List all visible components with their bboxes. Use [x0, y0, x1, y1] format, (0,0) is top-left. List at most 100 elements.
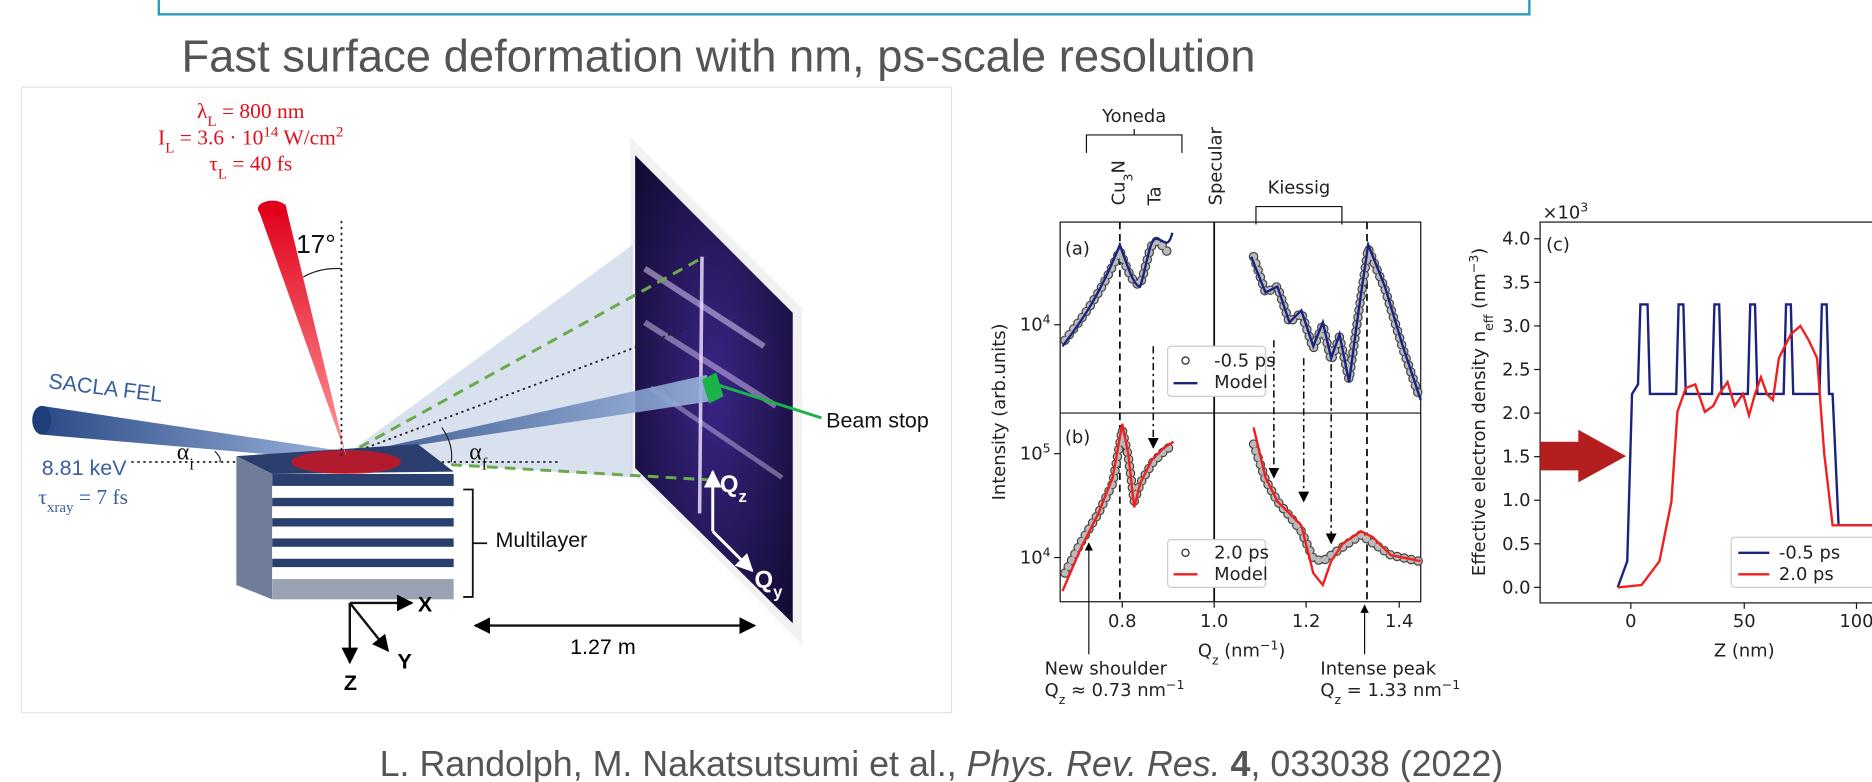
y-tick-label: 1.0 [1502, 490, 1530, 511]
annotation-formula: Qz ≈ 0.73 nm−1 [1045, 677, 1185, 707]
panel-label: (b) [1065, 427, 1090, 448]
y-tick-label: 1.5 [1502, 447, 1530, 468]
laser-source [258, 201, 287, 218]
text-part: (nm [1219, 641, 1260, 662]
text-part: −3 [1466, 255, 1481, 273]
legend-label: -0.5 ps [1214, 351, 1275, 372]
text-part: ×10 [1542, 202, 1580, 223]
annotation-formula: Qz = 1.33 nm−1 [1320, 677, 1460, 707]
layer [272, 474, 453, 486]
text-part: ) [1278, 641, 1285, 662]
x-tick-label: 1.4 [1385, 611, 1413, 632]
x-tick-label: 1.2 [1292, 611, 1320, 632]
text-part: I [158, 125, 165, 149]
title-box [159, 0, 1530, 14]
panel-label: (c) [1546, 235, 1570, 256]
text-part: 2 [336, 124, 344, 140]
axis-x-label: X [418, 592, 433, 616]
ta-label: Ta [1144, 186, 1165, 206]
y-tick-label: 0.0 [1502, 577, 1530, 598]
text-part: N [1109, 160, 1130, 173]
reflectivity-plot: Yoneda Cu3N Ta Specular Kiessig (a) (b) … [989, 106, 1460, 707]
text-part: i [189, 454, 194, 473]
panel-label: (a) [1065, 238, 1090, 259]
text-part: n [1469, 331, 1490, 342]
y-tick-label: 3.0 [1502, 316, 1530, 337]
y-tick-label: 2.0 [1502, 403, 1530, 424]
text-part: α [469, 440, 482, 466]
x-axis-label: Z (nm) [1714, 641, 1775, 662]
legend-label: -0.5 ps [1779, 543, 1840, 564]
page: Fast surface deformation with nm, ps-sca… [0, 0, 1872, 782]
y-axis-label: Effective electron density neff (nm−3) [1466, 248, 1496, 576]
text-part: Q [720, 471, 739, 498]
text-part: = 1.33 nm [1341, 680, 1442, 701]
text-part: τ [209, 152, 218, 176]
text-part: λ [197, 99, 208, 123]
y-tick-label: 104 [1020, 544, 1051, 569]
layer [272, 498, 453, 506]
text-part: 5 [1043, 440, 1051, 455]
axis-z-label: Z [344, 671, 357, 695]
slide: Fast surface deformation with nm, ps-sca… [0, 0, 1872, 782]
text-part: f [482, 454, 488, 473]
text-part: α [177, 440, 190, 466]
yoneda-bracket [1086, 129, 1182, 153]
angle-label: 17° [296, 229, 336, 259]
layer [272, 559, 453, 567]
x-axis-label: Qz (nm−1) [1198, 637, 1286, 667]
layer [272, 518, 453, 526]
text-part: xray [47, 500, 74, 516]
kiessig-label: Kiessig [1268, 177, 1331, 198]
yoneda-label: Yoneda [1101, 106, 1166, 127]
text-part: y [773, 582, 783, 601]
energy-label: 8.81 keV [42, 456, 127, 480]
beam-source [32, 406, 51, 435]
text-part: Cu [1109, 182, 1130, 206]
citation-volume: 4 [1231, 744, 1251, 782]
text-part: z [738, 486, 746, 505]
y-axis-label: Intensity (arb.units) [989, 323, 1010, 500]
text-part: = 800 nm [217, 99, 305, 123]
y-tick-label: 4.0 [1502, 229, 1530, 250]
legend-label: 2.0 ps [1214, 543, 1269, 564]
legend-label: 2.0 ps [1779, 564, 1834, 585]
text-part: 3 [1120, 174, 1135, 182]
annotation-title: Intense peak [1320, 659, 1436, 680]
x-tick-label: 50 [1733, 611, 1756, 632]
text-part: 4 [1043, 311, 1051, 326]
text-part: ) [1469, 248, 1490, 255]
citation-journal: Phys. Rev. Res. [967, 744, 1221, 782]
axis-y-label: Y [398, 650, 412, 674]
text-part: L [165, 140, 174, 156]
layer [272, 538, 453, 546]
y-tick-label: 104 [1020, 311, 1051, 336]
text-part: Q [1198, 641, 1212, 662]
y-tick-label: 2.5 [1502, 359, 1530, 380]
citation: L. Randolph, M. Nakatsutsumi et al., Phy… [380, 744, 1504, 782]
setup-figure: λL = 800 nm IL = 3.6 · 1014 W/cm2 τL = 4… [21, 87, 951, 713]
text-part: (nm [1469, 273, 1490, 314]
text-part: = 3.6 · 10 [174, 125, 263, 149]
legend-label: Model [1214, 564, 1268, 585]
text-part: ≈ 0.73 nm [1065, 680, 1166, 701]
text-part: eff [1481, 314, 1496, 331]
text-part: 4 [1043, 544, 1051, 559]
y-tick-label: 0.5 [1502, 534, 1530, 555]
citation-rest: , 033038 (2022) [1250, 744, 1503, 782]
laser-spot [291, 450, 401, 474]
subtitle: Fast surface deformation with nm, ps-sca… [181, 31, 1255, 82]
multiplier: ×103 [1542, 199, 1588, 224]
density-plot: ×103 (c) Effective electron density neff… [1466, 199, 1872, 662]
text-part: = 7 fs [74, 485, 128, 509]
sample-side [236, 456, 272, 599]
beam-stop-label: Beam stop [826, 408, 929, 432]
text-part: Q [755, 566, 774, 593]
distance-label: 1.27 m [570, 635, 636, 659]
text-part: 10 [1020, 315, 1043, 336]
text-part: Effective electron density [1469, 342, 1490, 576]
y-tick-label: 3.5 [1502, 272, 1530, 293]
text-part: −1 [1260, 637, 1278, 652]
y-tick-label: 105 [1020, 440, 1051, 465]
text-part: Q [1320, 680, 1334, 701]
